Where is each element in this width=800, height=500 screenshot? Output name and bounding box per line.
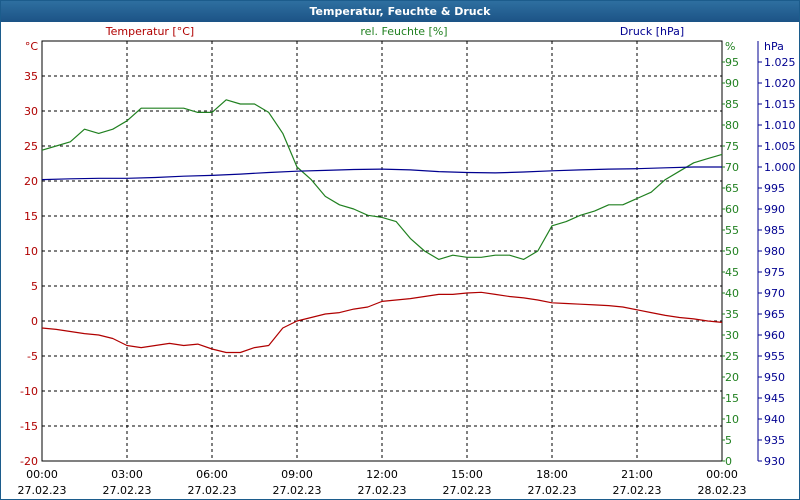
humidity-tick-label: 90 [725,77,739,90]
pressure-tick-label: 930 [764,455,785,468]
humidity-line [41,99,723,260]
humidity-tick-label: 85 [725,98,739,111]
humidity-tick-label: 0 [725,455,732,468]
x-tick-date: 27.02.23 [443,484,492,497]
x-tick-date: 27.02.23 [613,484,662,497]
humidity-tick-label: 30 [725,329,739,342]
x-tick-date: 27.02.23 [358,484,407,497]
temperature-tick-label: 0 [31,315,38,328]
x-tick-date: 27.02.23 [103,484,152,497]
x-tick-time: 21:00 [621,468,653,481]
pressure-tick-label: 1.020 [764,77,796,90]
temperature-axis-label: Temperatur [°C] [105,25,194,38]
temperature-tick-label: 20 [24,175,38,188]
pressure-tick-label: 1.025 [764,56,796,69]
humidity-tick-label: 65 [725,182,739,195]
humidity-tick-label: 20 [725,371,739,384]
humidity-tick-label: 5 [725,434,732,447]
pressure-tick-label: 945 [764,392,785,405]
humidity-tick-label: 75 [725,140,739,153]
pressure-tick-label: 985 [764,224,785,237]
x-tick-time: 00:00 [26,468,58,481]
pressure-tick-label: 995 [764,182,785,195]
temperature-tick-label: -20 [20,455,38,468]
humidity-tick-label: 10 [725,413,739,426]
humidity-tick-label: 40 [725,287,739,300]
temperature-tick-label: 5 [31,280,38,293]
pressure-tick-label: 1.000 [764,161,796,174]
humidity-tick-label: 35 [725,308,739,321]
pressure-line [41,166,722,181]
humidity-axis-label: rel. Feuchte [%] [360,25,447,38]
temperature-tick-label: -5 [27,350,38,363]
humidity-tick-label: 50 [725,245,739,258]
humidity-unit: % [725,40,735,53]
pressure-unit: hPa [764,40,784,53]
pressure-tick-label: 1.010 [764,119,796,132]
humidity-tick-label: 15 [725,392,739,405]
temperature-tick-label: 35 [24,70,38,83]
temperature-line [41,291,723,354]
pressure-tick-label: 1.005 [764,140,796,153]
chart-title: Temperatur, Feuchte & Druck [1,1,799,22]
temperature-tick-label: 25 [24,140,38,153]
temperature-tick-label: 30 [24,105,38,118]
humidity-tick-label: 60 [725,203,739,216]
pressure-tick-label: 990 [764,203,785,216]
pressure-tick-label: 965 [764,308,785,321]
humidity-tick-label: 95 [725,56,739,69]
x-tick-time: 12:00 [366,468,398,481]
temperature-tick-label: -10 [20,385,38,398]
humidity-tick-label: 70 [725,161,739,174]
pressure-tick-label: 980 [764,245,785,258]
pressure-tick-label: 935 [764,434,785,447]
x-tick-date: 27.02.23 [528,484,577,497]
x-tick-time: 09:00 [281,468,313,481]
pressure-tick-label: 940 [764,413,785,426]
humidity-tick-label: 55 [725,224,739,237]
temperature-tick-label: -15 [20,420,38,433]
pressure-tick-label: 970 [764,287,785,300]
temperature-tick-label: 15 [24,210,38,223]
humidity-tick-label: 25 [725,350,739,363]
x-tick-time: 00:00 [706,468,738,481]
x-tick-time: 15:00 [451,468,483,481]
x-tick-date: 27.02.23 [188,484,237,497]
pressure-tick-label: 975 [764,266,785,279]
x-tick-time: 03:00 [111,468,143,481]
pressure-tick-label: 950 [764,371,785,384]
temperature-tick-label: 10 [24,245,38,258]
pressure-tick-label: 955 [764,350,785,363]
pressure-tick-label: 1.015 [764,98,796,111]
temperature-unit: °C [25,40,39,53]
pressure-tick-label: 960 [764,329,785,342]
x-tick-date: 27.02.23 [273,484,322,497]
pressure-axis-label: Druck [hPa] [620,25,684,38]
humidity-tick-label: 45 [725,266,739,279]
x-tick-date: 28.02.23 [698,484,747,497]
humidity-tick-label: 80 [725,119,739,132]
x-tick-time: 18:00 [536,468,568,481]
x-tick-time: 06:00 [196,468,228,481]
x-tick-date: 27.02.23 [18,484,67,497]
